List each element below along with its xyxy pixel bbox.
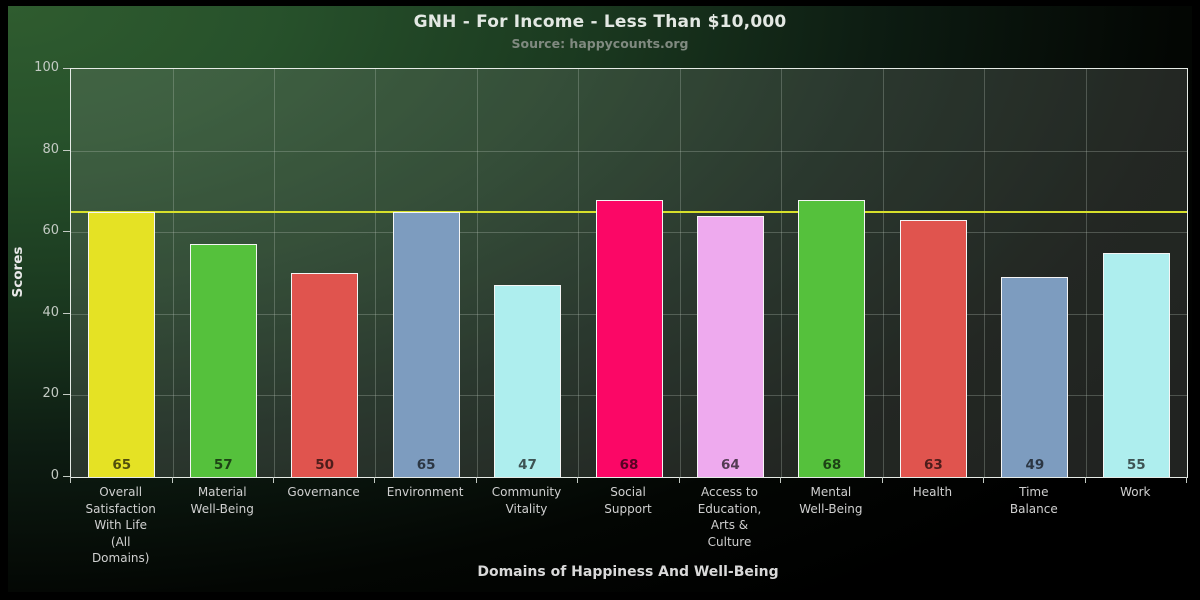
bar-value-label: 65 [416, 457, 436, 473]
x-tick-9 [983, 477, 985, 483]
x-category-label: Community Vitality [491, 485, 562, 516]
y-tick-label: 100 [34, 60, 59, 75]
chart-title: GNH - For Income - Less Than $10,000 [413, 12, 787, 32]
x-category-label: Access to Education, Arts & Culture [697, 485, 762, 549]
bar-2 [189, 244, 257, 477]
bar-3 [291, 273, 359, 477]
x-tick-1 [171, 477, 173, 483]
x-tick-6 [678, 477, 680, 483]
x-tick-0 [70, 477, 71, 483]
x-tick-7 [780, 477, 782, 483]
x-category-label: Mental Well-Being [799, 485, 863, 516]
x-tick-4 [475, 477, 477, 483]
bar-1 [88, 211, 156, 477]
bar-9 [899, 220, 967, 477]
bar-value-label: 68 [822, 457, 842, 473]
bar-6 [595, 199, 663, 477]
x-tick-8 [881, 477, 883, 483]
bar-value-label: 63 [923, 457, 943, 473]
gridline-vertical-6 [679, 69, 681, 477]
bar-5 [494, 285, 561, 477]
x-category-label: Overall Satisfaction With Life (All Doma… [85, 485, 156, 565]
bar-value-label: 49 [1025, 457, 1045, 473]
bar-value-label: 57 [213, 457, 233, 473]
x-tick-2 [272, 477, 274, 483]
x-tick-10 [1084, 477, 1086, 483]
x-category-label: Time Balance [1009, 485, 1058, 516]
bar-value-label: 47 [518, 457, 537, 473]
y-axis-title: Scores [10, 246, 26, 298]
x-category-label: Material Well-Being [190, 485, 254, 516]
y-tick-label: 80 [42, 141, 59, 157]
gridline-vertical-3 [375, 69, 377, 477]
x-category-label: Work [1120, 485, 1151, 499]
x-tick-3 [374, 477, 376, 483]
bar-value-label: 64 [721, 457, 740, 473]
gridline-vertical-10 [1085, 69, 1087, 477]
y-tick-60 [63, 231, 70, 233]
gridline-horizontal-80 [71, 150, 1187, 152]
y-tick-label: 60 [42, 223, 59, 239]
y-tick-40 [63, 312, 70, 314]
bar-8 [798, 199, 866, 477]
x-category-label: Environment [386, 485, 464, 499]
bar-7 [697, 215, 764, 477]
x-category-label: Social Support [604, 485, 652, 516]
plot-area: 65 57 50 65 47 68 64 68 63 49 55 [70, 68, 1188, 478]
gridline-vertical-7 [781, 69, 783, 477]
y-tick-100 [63, 68, 70, 69]
gridline-vertical-2 [273, 69, 275, 477]
y-tick-label: 20 [42, 386, 59, 402]
x-tick-11 [1186, 477, 1187, 483]
y-tick-0 [63, 476, 70, 477]
x-axis-title: Domains of Happiness And Well-Being [477, 564, 779, 580]
bar-value-label: 50 [315, 457, 335, 473]
bar-10 [1001, 277, 1069, 477]
bar-11 [1102, 252, 1170, 477]
gridline-vertical-8 [882, 69, 884, 477]
x-category-label: Governance [287, 485, 360, 499]
x-tick-5 [577, 477, 579, 483]
bar-4 [392, 211, 460, 477]
y-tick-label: 0 [50, 468, 59, 483]
gridline-vertical-4 [476, 69, 478, 477]
bar-value-label: 65 [112, 457, 132, 473]
gridline-vertical-9 [984, 69, 986, 477]
chart-subtitle: Source: happycounts.org [511, 36, 689, 51]
gridline-vertical-1 [172, 69, 174, 477]
gridline-vertical-5 [578, 69, 580, 477]
bar-value-label: 68 [619, 457, 639, 473]
bar-value-label: 55 [1126, 457, 1146, 473]
x-category-label: Health [912, 485, 953, 499]
y-tick-80 [63, 149, 70, 151]
y-tick-label: 40 [42, 304, 59, 320]
y-tick-20 [63, 394, 70, 396]
